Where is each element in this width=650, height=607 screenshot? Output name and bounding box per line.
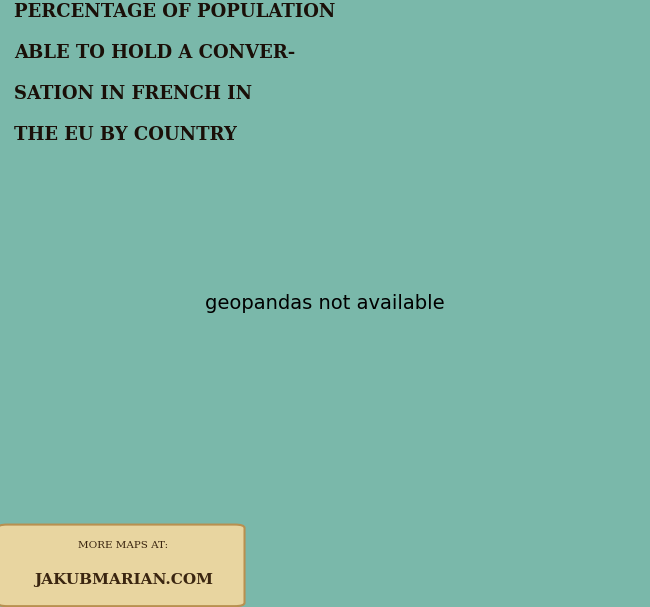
Text: THE EU BY COUNTRY: THE EU BY COUNTRY bbox=[14, 126, 237, 144]
Text: geopandas not available: geopandas not available bbox=[205, 294, 445, 313]
Text: SATION IN FRENCH IN: SATION IN FRENCH IN bbox=[14, 85, 252, 103]
Text: PERCENTAGE OF POPULATION: PERCENTAGE OF POPULATION bbox=[14, 4, 335, 21]
Text: ABLE TO HOLD A CONVER-: ABLE TO HOLD A CONVER- bbox=[14, 44, 295, 62]
